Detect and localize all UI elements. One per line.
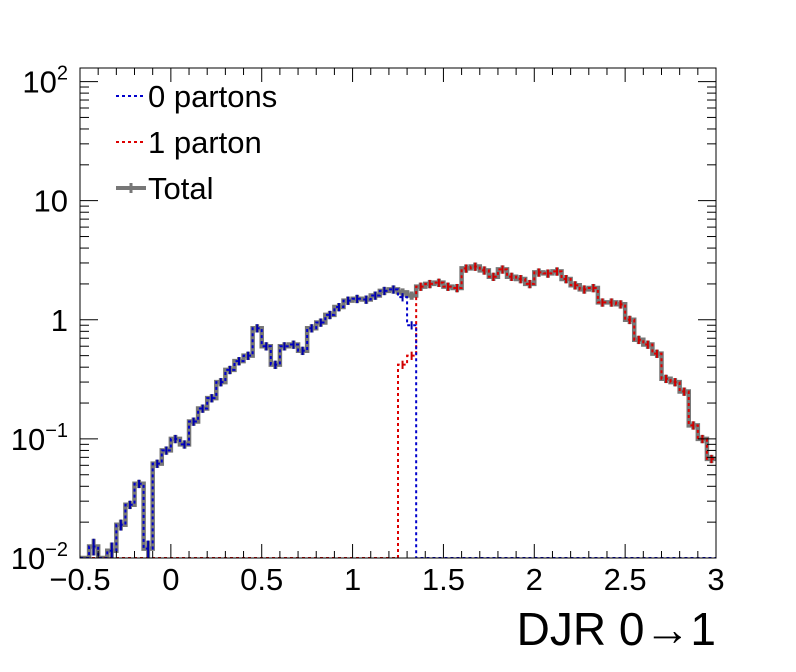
y-tick-base: 10	[11, 422, 45, 457]
y-tick-base: 10	[22, 65, 56, 100]
plot-layer	[80, 262, 716, 558]
plot-frame	[79, 67, 717, 559]
y-tick-base: 10	[34, 184, 68, 219]
y-tick-exponent: −1	[45, 420, 68, 442]
y-tick-exponent: −2	[45, 539, 68, 561]
x-tick-label: 1.5	[422, 562, 465, 597]
y-tick-exponent: 2	[57, 63, 68, 85]
y-tick-label: 102	[22, 63, 68, 100]
legend-label: 1 parton	[148, 125, 262, 160]
legend-item-1-parton: 1 parton	[116, 125, 262, 160]
x-tick-label: 1	[344, 562, 361, 597]
y-tick-base: 10	[11, 541, 45, 576]
y-tick-base: 1	[51, 303, 68, 338]
x-tick-label: −0.5	[49, 562, 110, 597]
y-tick-label: 1	[51, 303, 68, 338]
series-line-0-partons	[80, 288, 716, 558]
axis-ticks	[79, 68, 717, 559]
legend-item-0-partons: 0 partons	[116, 79, 277, 114]
series-line-1-parton	[80, 265, 716, 558]
legend: 0 partons 1 parton Total	[116, 79, 277, 206]
x-tick-labels: −0.5 0 0.5 1 1.5 2 2.5 3	[49, 562, 724, 597]
x-axis-title: DJR 0→1	[517, 603, 716, 655]
x-tick-label: 0.5	[240, 562, 283, 597]
histogram-area	[80, 262, 716, 558]
y-tick-label: 10	[34, 184, 68, 219]
series-0-partons	[80, 285, 716, 558]
y-tick-label: 10−1	[11, 420, 68, 457]
x-tick-label: 2	[526, 562, 543, 597]
x-tick-label: 3	[707, 562, 724, 597]
x-tick-label: 2.5	[604, 562, 647, 597]
legend-label: 0 partons	[148, 79, 277, 114]
y-tick-label: 10−2	[11, 539, 68, 576]
x-tick-label: 0	[162, 562, 179, 597]
legend-item-total: Total	[116, 171, 213, 206]
legend-label: Total	[148, 171, 213, 206]
